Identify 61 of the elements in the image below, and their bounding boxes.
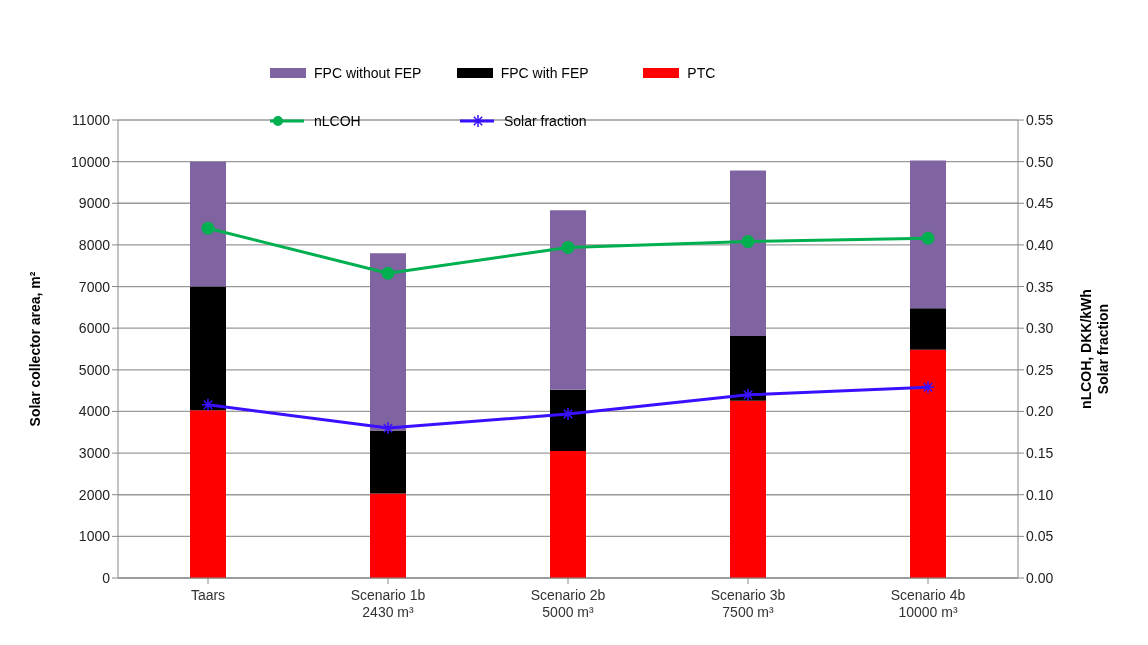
y2-tick-label: 0.20 — [1026, 403, 1054, 420]
bar — [550, 210, 586, 390]
bar — [730, 400, 766, 578]
y2-tick-label: 0.55 — [1026, 111, 1054, 128]
y2-tick-label: 0.05 — [1026, 528, 1054, 545]
y-tick-label: 10000 — [71, 153, 111, 170]
point — [921, 380, 935, 395]
point — [741, 388, 755, 402]
point — [561, 240, 575, 254]
legend-label: FPC without FEP — [314, 65, 422, 81]
legend-label: PTC — [687, 65, 716, 81]
y-tick-label: 5000 — [78, 361, 111, 378]
bar — [550, 451, 586, 578]
y-tick-label: 11000 — [72, 111, 111, 128]
y-tick-label: 7000 — [78, 278, 111, 295]
y2-tick-label: 0.45 — [1026, 195, 1054, 212]
point — [381, 266, 395, 280]
bar — [370, 253, 406, 431]
y2-tick-label: 0.30 — [1026, 320, 1054, 337]
y2-tick-label: 0.00 — [1026, 569, 1054, 586]
y-tick-label: 4000 — [78, 403, 111, 420]
point — [201, 398, 215, 412]
bar — [370, 430, 406, 494]
bar — [730, 170, 766, 337]
bar — [910, 349, 946, 578]
x-tick-label: Scenario 2b 5000 m³ — [530, 587, 606, 620]
y2-tick-label: 0.10 — [1026, 486, 1054, 503]
y2-tick-label: 0.25 — [1026, 361, 1054, 378]
y-tick-label: 0 — [102, 569, 111, 586]
point — [381, 421, 395, 435]
bar — [910, 308, 946, 350]
legend-label: Solar fraction — [504, 113, 587, 129]
y2-tick-label: 0.35 — [1026, 278, 1054, 295]
y2-tick-label: 0.50 — [1026, 153, 1054, 170]
y-tick-label: 8000 — [78, 236, 111, 253]
legend-label: FPC with FEP — [500, 65, 589, 81]
x-tick-label: Scenario 4b 10000 m³ — [890, 587, 966, 620]
y-axis-title: Solar collector area, m² — [27, 271, 43, 427]
point — [741, 235, 755, 249]
y2-tick-label: 0.15 — [1026, 445, 1054, 462]
bar — [730, 336, 766, 401]
point — [561, 407, 575, 421]
y-tick-label: 9000 — [78, 195, 111, 212]
bar — [190, 410, 226, 578]
point — [201, 221, 215, 235]
bar — [190, 161, 226, 287]
x-tick-label: Scenario 3b 7500 m³ — [710, 587, 786, 620]
y2-axis-title: nLCOH, DKK/kWh Solar fraction — [1078, 289, 1111, 409]
bar — [190, 286, 226, 411]
bar — [370, 493, 406, 578]
y-tick-label: 6000 — [78, 320, 111, 337]
bar — [550, 389, 586, 452]
y2-tick-label: 0.40 — [1026, 236, 1054, 253]
legend-label: nLCOH — [314, 113, 361, 129]
x-tick-label: Taars — [190, 587, 226, 603]
bar — [910, 160, 946, 309]
x-tick-label: Scenario 1b 2430 m³ — [350, 587, 426, 620]
y-tick-label: 2000 — [78, 486, 111, 503]
y-tick-label: 1000 — [78, 528, 111, 545]
point — [921, 231, 935, 245]
y-tick-label: 3000 — [78, 445, 111, 462]
